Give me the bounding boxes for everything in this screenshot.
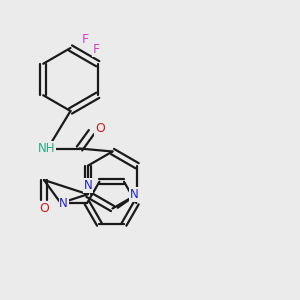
Text: N: N <box>83 179 92 192</box>
Text: O: O <box>95 122 105 136</box>
Text: O: O <box>39 202 49 215</box>
Text: N: N <box>130 188 139 201</box>
Text: F: F <box>93 43 100 56</box>
Text: F: F <box>81 33 88 46</box>
Text: N: N <box>59 196 68 210</box>
Text: NH: NH <box>38 142 55 155</box>
